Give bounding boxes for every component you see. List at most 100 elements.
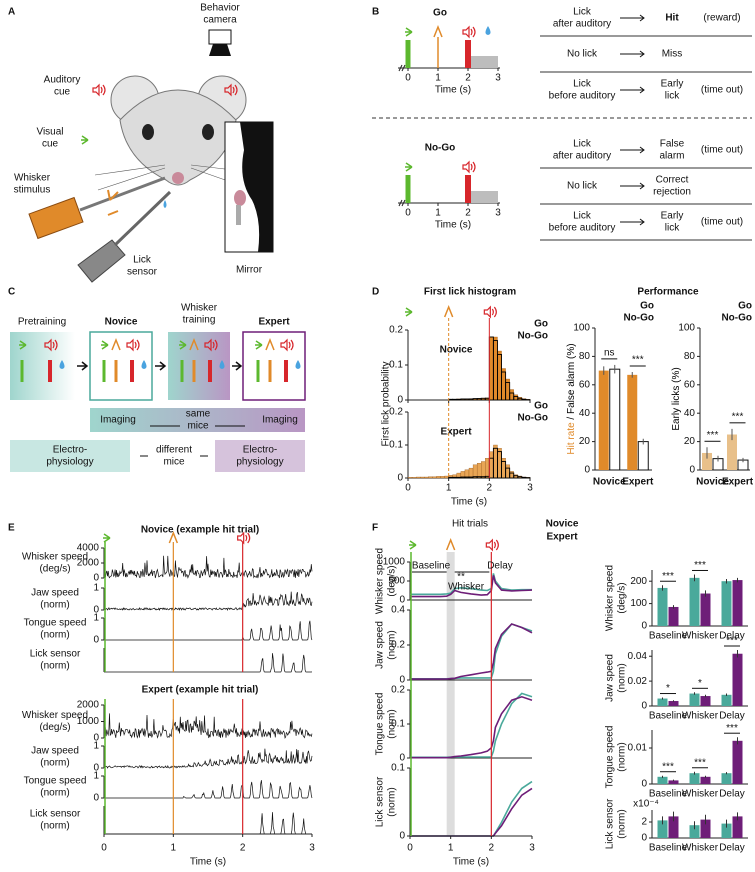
x-tick-label: 3	[527, 483, 533, 494]
arrow	[620, 50, 645, 58]
histogram-bar	[452, 476, 458, 479]
panel-label: F	[372, 523, 378, 534]
group-label: Expert	[440, 427, 472, 438]
arrow	[620, 86, 645, 94]
label: (norm)	[40, 600, 69, 611]
y-axis-title: Tongue speed	[375, 693, 386, 756]
label: False	[660, 139, 685, 150]
bar	[689, 693, 700, 706]
histogram-bar	[509, 471, 514, 479]
label: mice	[187, 421, 209, 432]
y-tick-label: 2000	[77, 700, 100, 711]
legend-label: Go	[640, 301, 654, 312]
label: Tongue speed	[24, 618, 87, 629]
y-axis-title: Jaw speed	[375, 621, 386, 669]
y-axis-title: (norm)	[617, 742, 628, 771]
whisker-stimulus-icon	[189, 337, 199, 351]
water-drop-icon	[485, 26, 491, 35]
y-tick-label: 1	[93, 741, 99, 752]
bar	[727, 434, 737, 470]
whisker-stim-bar	[114, 360, 118, 382]
label: Electro-	[53, 445, 87, 456]
y-tick-label: 60	[684, 379, 696, 390]
legend-label: Expert	[546, 532, 578, 543]
x-tick-label: Baseline	[649, 789, 688, 800]
auditory-cue-icon	[126, 338, 140, 352]
label: Tongue speed	[24, 776, 87, 787]
y-tick-label: 20	[684, 436, 696, 447]
y-tick-label: 0.01	[628, 743, 648, 754]
example-trace	[103, 555, 313, 579]
significance-label: ***	[732, 411, 744, 422]
response-window	[471, 191, 498, 203]
x-tick-label: 3	[495, 73, 501, 84]
y-tick-label: 0	[93, 733, 99, 744]
y-axis-title: Early licks (%)	[671, 367, 682, 430]
auditory-cue-bar	[130, 360, 134, 382]
arrow	[620, 146, 645, 154]
y-tick-label: 80	[684, 351, 696, 362]
label: different	[156, 445, 192, 456]
chart-title: Hit trials	[452, 519, 488, 530]
label: Mirror	[236, 265, 263, 276]
y-axis-title: (norm)	[617, 809, 628, 838]
y-tick-label: 0	[93, 793, 99, 804]
label: cue	[42, 139, 59, 150]
whisker-stimulus-icon	[445, 537, 456, 551]
y-tick-label: 0	[93, 635, 99, 646]
y-tick-label: 0.04	[628, 651, 648, 662]
bar	[627, 374, 638, 470]
y-axis-title-part: Early licks (%)	[671, 367, 682, 430]
mean-trace	[410, 695, 533, 759]
x-tick-label: 2	[487, 483, 493, 494]
bar	[668, 780, 679, 784]
label: (deg/s)	[39, 564, 70, 575]
axis-break	[398, 64, 406, 72]
x-tick-label: Whisker	[682, 631, 719, 642]
response-window	[471, 56, 498, 68]
histogram-bar	[521, 398, 527, 401]
y-tick-label: 0	[397, 473, 403, 484]
x-tick-label: Baseline	[649, 843, 688, 854]
y-axis-title: (norm)	[387, 709, 398, 738]
example-trace	[104, 653, 313, 673]
significance-label: ***	[694, 560, 706, 571]
y-axis-title: Jaw speed	[605, 654, 616, 702]
auditory-cue-icon	[224, 83, 238, 97]
panel-label: A	[8, 7, 15, 18]
x-tick-label: 1	[448, 843, 454, 854]
example-trace	[103, 713, 313, 739]
y-tick-label: 0.4	[391, 605, 405, 616]
auditory-cue-icon	[44, 338, 58, 352]
auditory-cue-icon	[462, 160, 476, 174]
label: Whisker speed	[22, 552, 88, 563]
histogram-bar	[497, 448, 502, 479]
axis-break	[398, 199, 406, 207]
histogram-bar	[424, 476, 429, 479]
x-tick-label: 0	[101, 843, 107, 854]
bar	[721, 823, 732, 838]
label: Correct	[656, 175, 689, 186]
y-tick-label: 2000	[77, 558, 100, 569]
label: Jaw speed	[31, 746, 79, 757]
arrow	[620, 182, 645, 190]
label: Lick	[573, 7, 592, 18]
histogram-bar	[415, 476, 421, 479]
label: Pretraining	[18, 317, 66, 328]
x-tick-label: Whisker	[682, 843, 719, 854]
label: (norm)	[40, 788, 69, 799]
label: Early	[661, 79, 684, 90]
axis-title: Time (s)	[190, 857, 226, 868]
x-tick-label: Delay	[719, 711, 745, 722]
histogram-bar	[444, 475, 449, 479]
legend-label: No-Go	[623, 313, 654, 324]
axis-title: Time (s)	[435, 220, 471, 231]
group-title: Expert (example hit trial)	[142, 685, 259, 696]
label: Lick sensor	[30, 649, 81, 660]
label: (norm)	[40, 758, 69, 769]
x-tick-label: 0	[405, 73, 411, 84]
histogram-bar	[513, 394, 518, 401]
x-tick-label: 1	[446, 483, 452, 494]
legend-label: Novice	[546, 519, 579, 530]
